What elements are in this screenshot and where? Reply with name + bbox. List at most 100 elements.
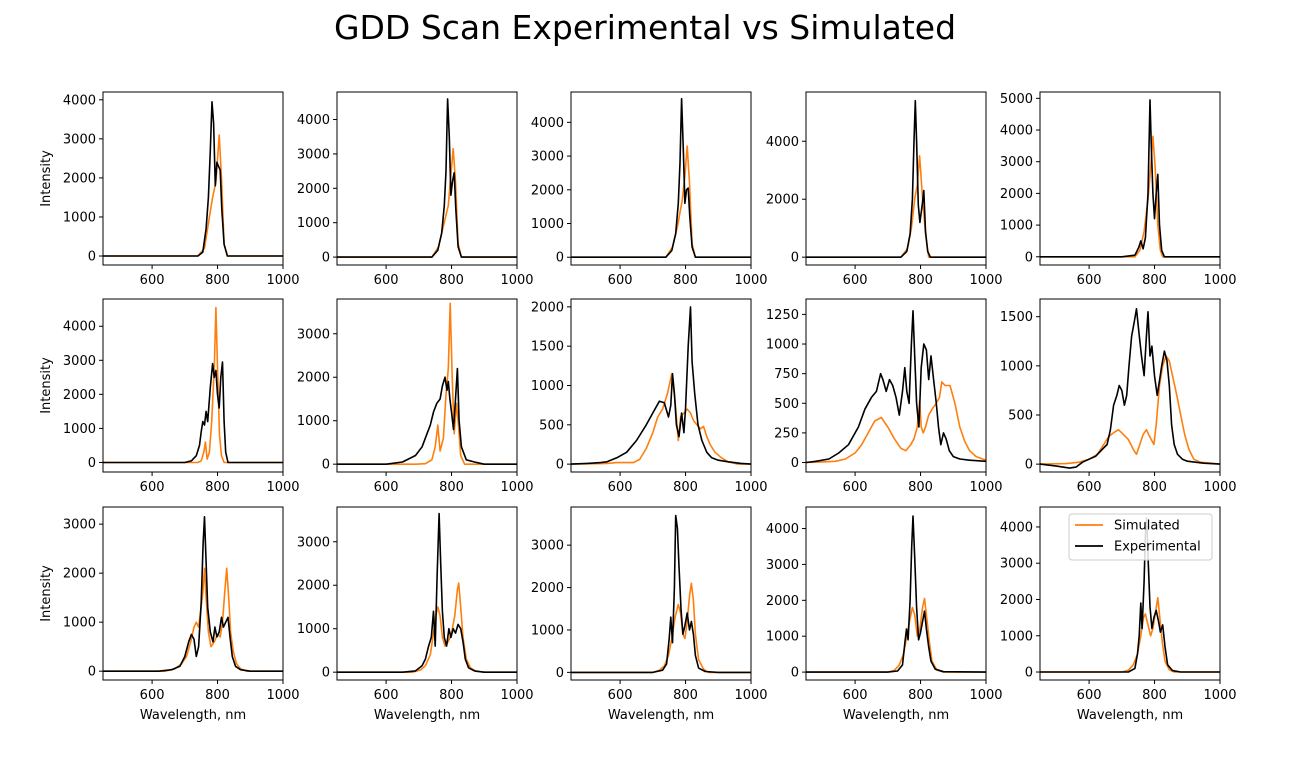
y-tick-label: 2000 <box>531 183 564 198</box>
y-tick-label: 1000 <box>63 210 96 225</box>
y-tick-label: 3000 <box>531 150 564 165</box>
series-line-experimental <box>103 361 283 464</box>
axes-frame <box>570 91 752 266</box>
y-tick-label: 3000 <box>63 518 96 533</box>
y-tick-label: 4000 <box>63 93 96 108</box>
y-axis-label: Intensity <box>39 357 54 414</box>
axes-frame <box>336 298 518 473</box>
y-tick-label: 2000 <box>1000 187 1033 202</box>
series-line-simulated <box>103 134 283 257</box>
y-axis-label: Intensity <box>39 565 54 622</box>
x-tick-label: 800 <box>1142 480 1167 495</box>
series-line-experimental <box>806 310 986 464</box>
y-tick-label: 2000 <box>297 371 330 386</box>
subplot-r3-c2: 600 800 1000 0 1000 2000 3000 Wavelength, nm <box>297 506 534 723</box>
series-line-simulated <box>806 381 986 464</box>
x-tick-label: 600 <box>374 480 399 495</box>
series-line-simulated <box>1040 135 1220 258</box>
x-tick-label: 1000 <box>266 273 299 288</box>
y-tick-label: 1000 <box>63 616 96 631</box>
y-tick-label: 3000 <box>63 354 96 369</box>
y-tick-label: 4000 <box>63 320 96 335</box>
series-line-experimental <box>103 101 283 257</box>
series-line-simulated <box>571 372 751 465</box>
y-tick-label: 1000 <box>766 338 799 353</box>
y-tick-label: 3000 <box>297 327 330 342</box>
x-tick-label: 1000 <box>500 480 533 495</box>
series-line-experimental <box>337 512 517 673</box>
x-tick-label: 800 <box>439 688 464 703</box>
subplot-r2-c2: 600 800 1000 0 1000 2000 3000 <box>297 298 534 495</box>
x-tick-label: 800 <box>908 688 933 703</box>
axes-frame <box>805 506 987 681</box>
y-tick-label: 3000 <box>1000 155 1033 170</box>
y-tick-label: 500 <box>539 418 564 433</box>
x-tick-label: 1000 <box>266 688 299 703</box>
y-tick-label: 1250 <box>766 308 799 323</box>
x-tick-label: 600 <box>1077 480 1102 495</box>
x-tick-label: 600 <box>1077 688 1102 703</box>
legend-box <box>1068 513 1213 561</box>
y-tick-label: 1000 <box>531 623 564 638</box>
series-line-simulated <box>337 582 517 673</box>
y-tick-label: 0 <box>1025 250 1033 265</box>
x-axis-label: Wavelength, nm <box>843 708 949 723</box>
y-tick-label: 500 <box>774 397 799 412</box>
series-line-experimental <box>806 99 986 258</box>
y-tick-label: 0 <box>88 665 96 680</box>
y-tick-label: 0 <box>88 250 96 265</box>
y-tick-label: 1000 <box>63 422 96 437</box>
subplot-r1-c1: 600 800 1000 0 1000 2000 3000 4000 Intensity <box>39 91 300 288</box>
axes-frame <box>102 91 284 266</box>
y-tick-label: 5000 <box>1000 92 1033 107</box>
x-tick-label: 600 <box>140 688 165 703</box>
series-line-simulated <box>571 582 751 674</box>
x-tick-label: 600 <box>140 480 165 495</box>
y-tick-label: 0 <box>556 251 564 266</box>
y-tick-label: 250 <box>774 426 799 441</box>
series-line-experimental <box>103 516 283 672</box>
axes-frame <box>102 298 284 473</box>
x-tick-label: 800 <box>1142 688 1167 703</box>
subplot-r3-c3: 600 800 1000 0 1000 2000 3000 Wavelength, nm <box>531 506 768 723</box>
y-tick-label: 2000 <box>766 193 799 208</box>
y-tick-label: 1500 <box>1000 310 1033 325</box>
y-tick-label: 4000 <box>1000 520 1033 535</box>
y-tick-label: 4000 <box>766 522 799 537</box>
y-tick-label: 1500 <box>531 340 564 355</box>
y-tick-label: 4000 <box>297 113 330 128</box>
x-tick-label: 1000 <box>969 688 1002 703</box>
series-line-experimental <box>337 367 517 465</box>
subplot-r2-c1: 600 800 1000 0 1000 2000 3000 4000 Intensity <box>39 298 300 495</box>
x-tick-label: 1000 <box>500 688 533 703</box>
x-tick-label: 800 <box>908 480 933 495</box>
x-tick-label: 600 <box>608 688 633 703</box>
x-tick-label: 800 <box>205 273 230 288</box>
x-tick-label: 800 <box>908 273 933 288</box>
series-line-experimental <box>806 515 986 673</box>
x-tick-label: 600 <box>608 273 633 288</box>
x-tick-label: 800 <box>205 480 230 495</box>
figure-title: GDD Scan Experimental vs Simulated <box>333 8 957 47</box>
x-tick-label: 1000 <box>734 480 767 495</box>
legend: Simulated Experimental <box>1068 513 1213 561</box>
y-tick-label: 0 <box>322 251 330 266</box>
x-tick-label: 800 <box>673 273 698 288</box>
x-tick-label: 600 <box>374 273 399 288</box>
x-tick-label: 1000 <box>1203 480 1236 495</box>
axes-frame <box>336 91 518 266</box>
y-tick-label: 2000 <box>63 388 96 403</box>
x-tick-label: 600 <box>374 688 399 703</box>
subplot-r1-c2: 600 800 1000 0 1000 2000 3000 4000 <box>297 91 534 288</box>
axes-frame <box>570 298 752 473</box>
series-line-simulated <box>1040 355 1220 465</box>
y-tick-label: 2000 <box>297 579 330 594</box>
y-tick-label: 0 <box>556 458 564 473</box>
y-tick-label: 1000 <box>297 216 330 231</box>
x-tick-label: 800 <box>673 480 698 495</box>
subplot-r1-c3: 600 800 1000 0 1000 2000 3000 4000 <box>531 91 768 288</box>
y-tick-label: 0 <box>322 666 330 681</box>
axes-frame <box>1039 506 1221 681</box>
y-tick-label: 0 <box>556 666 564 681</box>
x-tick-label: 1000 <box>969 273 1002 288</box>
